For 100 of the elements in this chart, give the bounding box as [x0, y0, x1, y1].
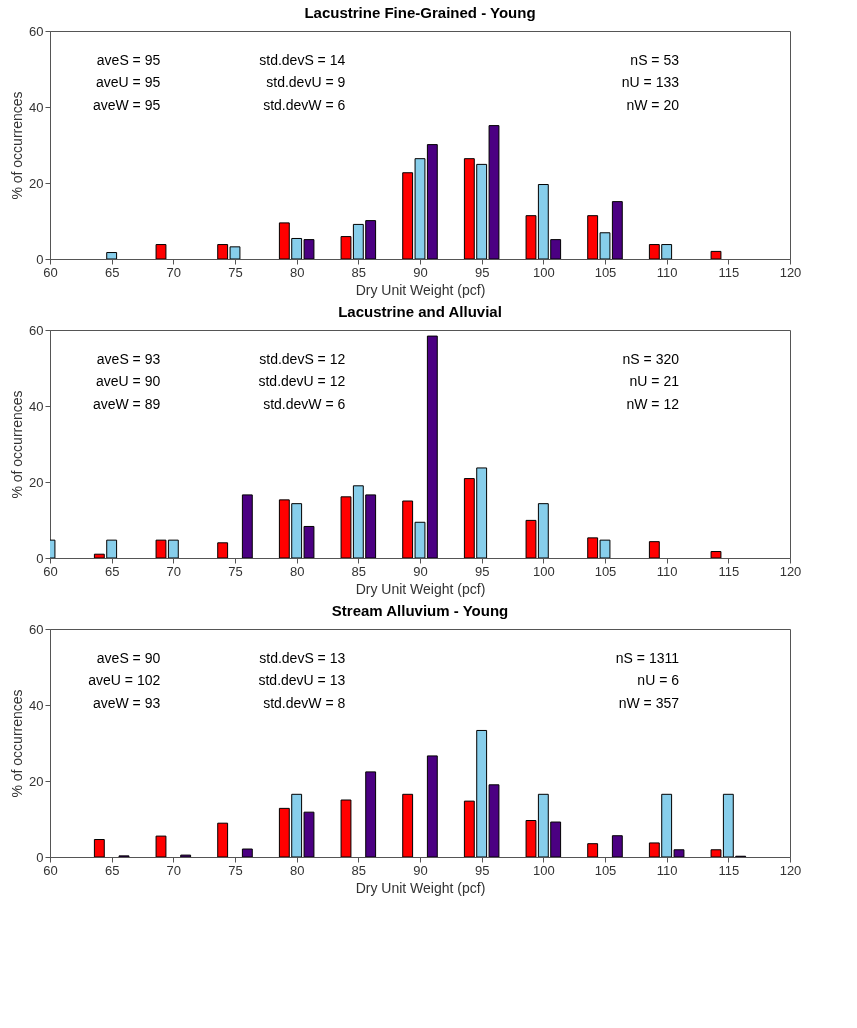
- annotation: nS = 53: [630, 51, 680, 68]
- annotation: aveU = 95: [96, 74, 161, 91]
- x-tick-label: 70: [166, 264, 182, 280]
- y-axis-title: % of occurrences: [9, 91, 26, 200]
- annotation: nS = 1311: [615, 649, 680, 666]
- bar: [710, 250, 722, 259]
- x-tick-label: 75: [228, 862, 243, 878]
- bar: [340, 799, 352, 857]
- x-tick-label: 95: [474, 264, 490, 280]
- y-tick-label: 40: [29, 99, 44, 115]
- x-tick-label: 100: [532, 563, 555, 579]
- annotation: aveW = 89: [92, 396, 161, 413]
- x-tick-label: 110: [656, 563, 678, 579]
- annotation: std.devW = 6: [263, 396, 346, 413]
- bar: [93, 839, 105, 857]
- y-tick-label: 0: [36, 251, 44, 267]
- annotation: aveS = 93: [96, 350, 161, 367]
- bar: [155, 244, 167, 259]
- bar: [217, 542, 229, 558]
- annotation: aveS = 90: [96, 649, 161, 666]
- x-tick-label: 70: [166, 563, 182, 579]
- x-tick-label: 110: [656, 862, 678, 878]
- annotation: std.devW = 6: [263, 97, 346, 114]
- annotation: nU = 6: [637, 672, 680, 689]
- x-tick-label: 95: [474, 563, 490, 579]
- chart-title: Stream Alluvium - Young: [331, 602, 509, 619]
- y-tick-label: 20: [29, 175, 44, 191]
- bar: [426, 755, 438, 857]
- x-tick-label: 80: [289, 264, 305, 280]
- chart-title: Lacustrine and Alluvial: [338, 303, 502, 320]
- y-axis-title: % of occurrences: [9, 390, 26, 499]
- x-tick-label: 115: [718, 264, 740, 280]
- bar: [648, 541, 660, 558]
- x-tick-label: 65: [104, 563, 120, 579]
- annotation: aveS = 95: [96, 51, 161, 68]
- chart-title: Lacustrine Fine-Grained - Young: [304, 4, 536, 21]
- bar: [106, 252, 118, 259]
- bar: [587, 843, 599, 857]
- annotation: aveW = 95: [92, 97, 161, 114]
- x-tick-label: 90: [413, 264, 428, 280]
- bar: [155, 835, 167, 857]
- bar: [611, 835, 623, 857]
- x-tick-label: 80: [289, 563, 305, 579]
- y-tick-label: 0: [36, 550, 44, 566]
- annotation: std.devS = 13: [259, 649, 346, 666]
- x-tick-label: 115: [718, 862, 740, 878]
- x-axis-title: Dry Unit Weight (pcf): [355, 580, 486, 597]
- x-tick-label: 120: [779, 563, 802, 579]
- x-tick-label: 70: [166, 862, 182, 878]
- x-axis-title: Dry Unit Weight (pcf): [355, 879, 486, 896]
- x-tick-label: 115: [718, 563, 740, 579]
- annotation: nW = 12: [626, 396, 680, 413]
- annotation: std.devW = 8: [263, 695, 346, 712]
- bar: [241, 494, 253, 558]
- annotation: nS = 320: [622, 350, 680, 367]
- y-tick-label: 0: [36, 849, 44, 865]
- y-tick-label: 20: [29, 773, 44, 789]
- y-tick-label: 60: [29, 322, 44, 338]
- y-axis-title: % of occurrences: [9, 689, 26, 798]
- y-tick-label: 60: [29, 23, 44, 39]
- annotation: aveU = 102: [88, 672, 161, 689]
- x-tick-label: 105: [594, 862, 617, 878]
- annotation: std.devU = 12: [258, 373, 346, 390]
- bar: [402, 793, 414, 857]
- annotation: std.devU = 9: [266, 74, 346, 91]
- bar: [365, 771, 377, 857]
- x-tick-label: 85: [351, 264, 367, 280]
- annotation: aveW = 93: [92, 695, 161, 712]
- x-tick-label: 105: [594, 264, 617, 280]
- annotation: std.devS = 14: [259, 51, 346, 68]
- annotation: nW = 357: [618, 695, 680, 712]
- annotation: nW = 20: [626, 97, 680, 114]
- y-tick-label: 40: [29, 697, 44, 713]
- bar: [710, 551, 722, 558]
- x-axis-title: Dry Unit Weight (pcf): [355, 281, 486, 298]
- x-tick-label: 95: [474, 862, 490, 878]
- x-tick-label: 85: [351, 563, 367, 579]
- y-tick-label: 40: [29, 398, 44, 414]
- x-tick-label: 85: [351, 862, 367, 878]
- x-tick-label: 80: [289, 862, 305, 878]
- x-tick-label: 90: [413, 862, 428, 878]
- y-tick-label: 60: [29, 621, 44, 637]
- x-tick-label: 75: [228, 264, 243, 280]
- x-tick-label: 120: [779, 862, 802, 878]
- annotation: aveU = 90: [96, 373, 161, 390]
- x-tick-label: 105: [594, 563, 617, 579]
- annotation: std.devS = 12: [259, 350, 346, 367]
- annotation: nU = 21: [629, 373, 680, 390]
- x-tick-label: 100: [532, 862, 555, 878]
- x-tick-label: 65: [104, 264, 120, 280]
- x-tick-label: 65: [104, 862, 120, 878]
- x-tick-label: 75: [228, 563, 243, 579]
- bar: [217, 822, 229, 857]
- x-tick-label: 100: [532, 264, 555, 280]
- x-tick-label: 110: [656, 264, 678, 280]
- x-tick-label: 120: [779, 264, 802, 280]
- bar: [241, 848, 253, 857]
- y-tick-label: 20: [29, 474, 44, 490]
- annotation: nU = 133: [621, 74, 680, 91]
- x-tick-label: 90: [413, 563, 428, 579]
